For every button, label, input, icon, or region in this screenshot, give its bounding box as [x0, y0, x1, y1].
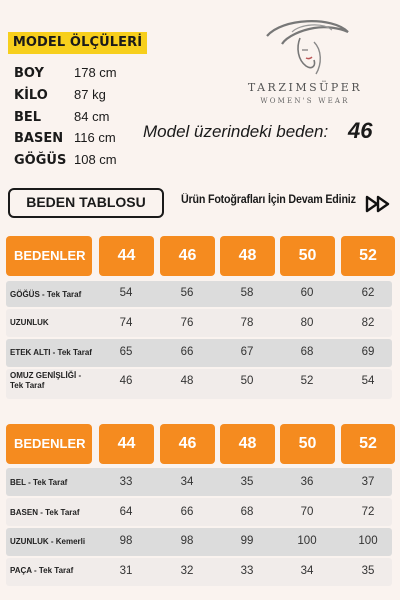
measurement-value: 87 kg: [74, 87, 106, 102]
cell-value: 68: [300, 346, 314, 358]
size-header-cell: 44: [99, 236, 154, 276]
size-table-button[interactable]: BEDEN TABLOSU: [8, 188, 164, 218]
row-label: UZUNLUK - Kemerli: [10, 537, 86, 546]
table-header-bedenler: BEDENLER: [6, 236, 92, 276]
table-row: [6, 369, 392, 399]
continue-to-photos-text[interactable]: Ürün Fotoğrafları İçin Devam Ediniz: [181, 194, 356, 206]
cell-value: 100: [297, 535, 317, 547]
cell-value: 72: [361, 506, 375, 518]
model-size-label: Model üzerindeki beden:: [143, 122, 329, 141]
measurement-label: BOY: [14, 66, 44, 81]
measurement-label: BASEN: [14, 131, 64, 146]
cell-value: 50: [240, 375, 254, 387]
cell-value: 80: [300, 317, 314, 329]
table-row: [6, 528, 392, 556]
cell-value: 60: [300, 287, 314, 299]
brand-logo-hat-icon: [266, 20, 349, 75]
row-label: OMUZ GENİŞLİĞİ - Tek Taraf: [10, 371, 82, 390]
cell-value: 78: [240, 317, 254, 329]
cell-value: 58: [240, 287, 254, 299]
cell-value: 98: [119, 535, 133, 547]
cell-value: 99: [240, 535, 254, 547]
cell-value: 67: [240, 346, 254, 358]
cell-value: 82: [361, 317, 375, 329]
cell-value: 62: [361, 287, 375, 299]
cell-value: 35: [361, 565, 375, 577]
cell-value: 98: [180, 535, 194, 547]
measurement-row-kilo: KİLO 87 kg: [14, 86, 106, 104]
cell-value: 33: [119, 476, 133, 488]
size-header-cell: 48: [220, 236, 275, 276]
cell-value: 74: [119, 317, 133, 329]
row-label: UZUNLUK: [10, 318, 49, 327]
row-label: BASEN - Tek Taraf: [10, 508, 80, 517]
model-size-value: 46: [348, 118, 373, 143]
cell-value: 34: [300, 565, 314, 577]
cell-value: 65: [119, 346, 133, 358]
measurement-value: 108 cm: [74, 152, 117, 167]
cell-value: 31: [119, 565, 133, 577]
cell-value: 35: [240, 476, 254, 488]
row-label: BEL - Tek Taraf: [10, 478, 68, 487]
cell-value: 34: [180, 476, 194, 488]
size-header-cell: 46: [160, 236, 215, 276]
size-header-cell: 44: [99, 424, 154, 464]
cell-value: 32: [180, 565, 194, 577]
measurement-value: 84 cm: [74, 109, 110, 124]
measurement-row-bel: BEL 84 cm: [14, 108, 109, 126]
cell-value: 54: [361, 375, 375, 387]
model-measurements-title: MODEL ÖLÇÜLERİ: [8, 32, 147, 54]
cell-value: 66: [180, 346, 194, 358]
cell-value: 56: [180, 287, 194, 299]
measurement-row-basen: BASEN 116 cm: [14, 129, 116, 147]
measurement-row-boy: BOY 178 cm: [14, 64, 117, 82]
measurement-label: KİLO: [14, 88, 48, 103]
size-header-cell: 52: [341, 236, 395, 276]
brand-tagline: WOMEN'S WEAR: [260, 97, 350, 105]
measurement-label: BEL: [14, 110, 42, 125]
cell-value: 70: [300, 506, 314, 518]
measurement-value: 116 cm: [74, 130, 116, 145]
cell-value: 64: [119, 506, 133, 518]
table-row: [6, 468, 392, 496]
table-row: [6, 281, 392, 307]
size-header-cell: 48: [220, 424, 275, 464]
cell-value: 68: [240, 506, 254, 518]
cell-value: 36: [300, 476, 314, 488]
size-header-cell: 50: [280, 424, 335, 464]
fast-forward-icon[interactable]: [365, 195, 391, 213]
size-header-cell: 50: [280, 236, 335, 276]
row-label: PAÇA - Tek Taraf: [10, 566, 74, 575]
cell-value: 66: [180, 506, 194, 518]
measurement-value: 178 cm: [74, 65, 117, 80]
cell-value: 69: [361, 346, 375, 358]
cell-value: 48: [180, 375, 194, 387]
cell-value: 46: [119, 375, 133, 387]
measurement-row-gogus: GÖĞÜS 108 cm: [14, 151, 117, 169]
size-header-cell: 46: [160, 424, 215, 464]
cell-value: 100: [358, 535, 378, 547]
cell-value: 54: [119, 287, 133, 299]
table-row: [6, 339, 392, 367]
brand-name: TARZIMSÜPER: [247, 81, 363, 94]
cell-value: 37: [361, 476, 375, 488]
table-row: [6, 309, 392, 337]
row-label: GÖĞÜS - Tek Taraf: [10, 290, 82, 299]
table-row: [6, 558, 392, 586]
cell-value: 33: [240, 565, 254, 577]
measurement-label: GÖĞÜS: [14, 153, 67, 168]
row-label: ETEK ALTI - Tek Taraf: [10, 348, 92, 357]
table-header-bedenler: BEDENLER: [6, 424, 92, 464]
size-header-cell: 52: [341, 424, 395, 464]
table-row: [6, 498, 392, 526]
cell-value: 76: [180, 317, 194, 329]
cell-value: 52: [300, 375, 314, 387]
